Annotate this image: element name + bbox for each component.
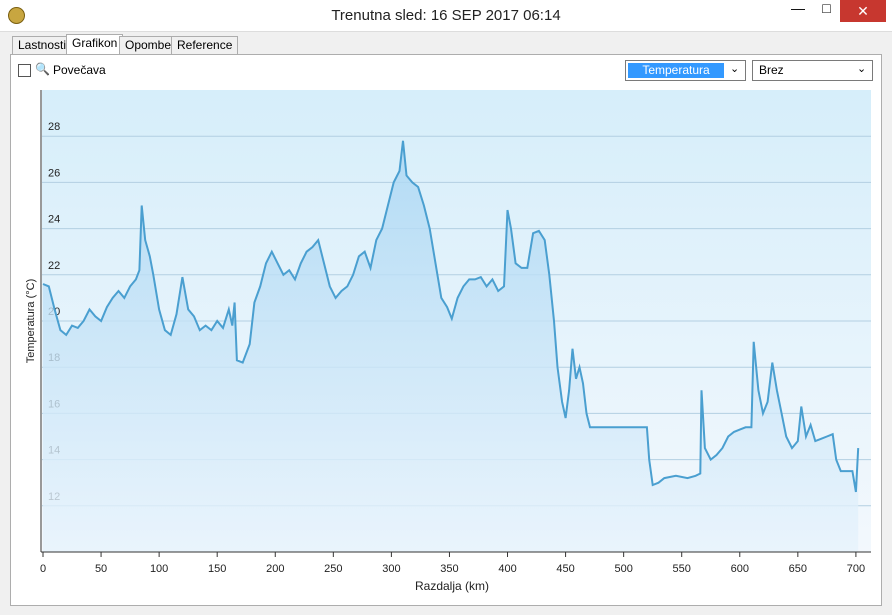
x-tick-label: 100 <box>150 563 168 575</box>
x-tick-label: 300 <box>382 563 400 575</box>
title-bar: Trenutna sled: 16 SEP 2017 06:14 — □ ✕ <box>0 0 892 32</box>
y-tick-label: 26 <box>48 167 60 179</box>
x-axis-label: Razdalja (km) <box>415 579 489 593</box>
line <box>42 140 860 493</box>
x-tick-label: 600 <box>731 563 749 575</box>
dropdown[interactable]: Brez ⌄ <box>752 60 873 81</box>
x-tick-label: 250 <box>324 563 342 575</box>
x-tick-label: 0 <box>40 563 46 575</box>
dropdown-arrow: ⌄ <box>730 63 740 75</box>
dropdown[interactable]: Temperatura ⌄ <box>625 60 746 81</box>
y-tick-label: 28 <box>48 121 60 133</box>
close-button[interactable]: ✕ <box>840 0 886 22</box>
y-tick-label: 22 <box>48 260 60 272</box>
minimize-button[interactable]: — <box>791 0 805 16</box>
app-icon <box>8 7 25 24</box>
dropdown-arrow: ⌄ <box>857 63 867 75</box>
x-tick-label: 500 <box>614 563 632 575</box>
zoom-checkbox[interactable] <box>18 64 31 77</box>
tab-active[interactable]: Grafikon <box>66 34 124 55</box>
x-tick-label: 350 <box>440 563 458 575</box>
x-tick-label: 150 <box>208 563 226 575</box>
x-tick-label: 550 <box>673 563 691 575</box>
x-tick-label: 50 <box>95 563 107 575</box>
y-axis-label: Temperatura (°C) <box>25 279 37 363</box>
x-tick-label: 700 <box>847 563 865 575</box>
dropdown-value: Brez <box>759 63 784 77</box>
x-tick-label: 200 <box>266 563 284 575</box>
area <box>43 140 859 553</box>
maximize-button[interactable]: □ <box>822 0 831 16</box>
zoom-label: Povečava <box>53 63 106 77</box>
x-tick-label: 650 <box>789 563 807 575</box>
y-tick-label: 24 <box>48 214 60 226</box>
x-tick-label: 400 <box>498 563 516 575</box>
dropdown-value: Temperatura <box>628 63 724 78</box>
tab[interactable]: Lastnosti <box>12 36 73 54</box>
x-tick-label: 450 <box>556 563 574 575</box>
tab[interactable]: Reference <box>171 36 239 54</box>
zoom-icon: 🔍 <box>35 62 50 76</box>
window-title: Trenutna sled: 16 SEP 2017 06:14 <box>331 7 561 24</box>
